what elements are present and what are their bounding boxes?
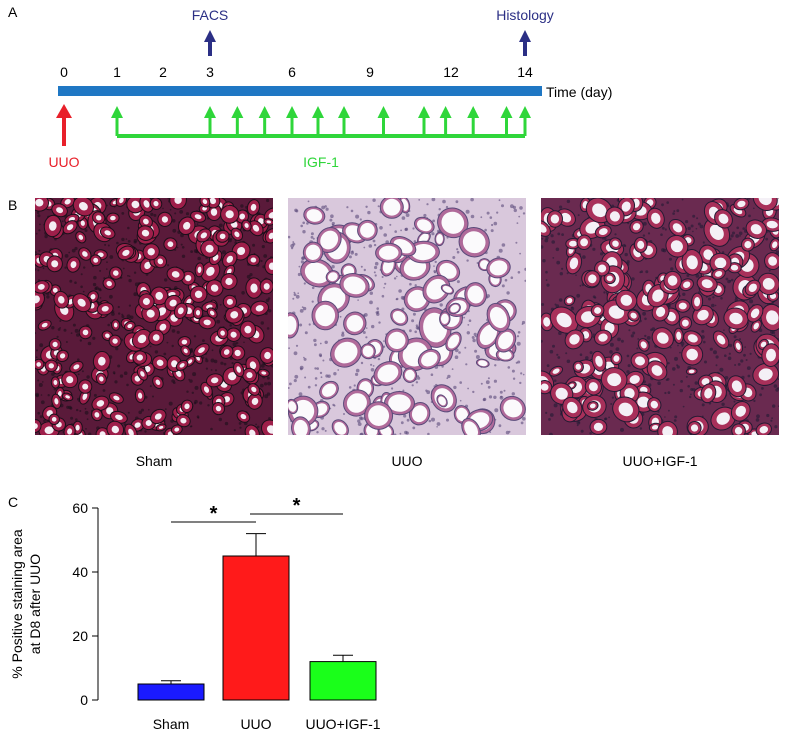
histology-image-uuo-igf1 <box>541 198 779 435</box>
significance-mark: * <box>293 495 301 517</box>
histology-image-uuo <box>288 198 526 435</box>
day-tick-label: 1 <box>113 64 121 80</box>
x-tick-label: UUO <box>240 716 271 732</box>
day-tick-label: 14 <box>517 64 533 80</box>
day-tick-label: 12 <box>443 64 459 80</box>
timeline-axis-label: Time (day) <box>546 84 612 100</box>
igf-dose-arrow-head <box>500 106 513 118</box>
bar-uuo <box>222 555 290 701</box>
panel-label-c: C <box>8 494 19 510</box>
igf-dose-arrow-head <box>312 106 324 118</box>
y-axis-label-line1: % Positive staining area <box>9 529 25 679</box>
y-tick-label: 0 <box>80 692 88 708</box>
day-tick-label: 2 <box>159 64 167 80</box>
igf-dose-arrow-head <box>418 106 430 118</box>
igf-dose-arrow-head <box>519 106 531 118</box>
event-arrow-head <box>204 30 216 42</box>
igf-dose-arrow-head <box>286 106 298 118</box>
x-tick-label: UUO+IGF-1 <box>305 716 380 732</box>
y-axis-label-line2: at D8 after UUO <box>27 554 43 654</box>
day-tick-label: 9 <box>366 64 374 80</box>
igf-dose-arrow-head <box>467 106 480 118</box>
panel-label-a: A <box>8 4 18 20</box>
igf-dose-arrow-head <box>377 106 390 118</box>
caption-sham: Sham <box>135 453 173 469</box>
igf-dose-arrow-head <box>439 106 452 118</box>
bar-chart: 0 20 40 60 % Positive staining area at D8 aft… <box>9 495 381 732</box>
x-tick-label: Sham <box>153 716 190 732</box>
bar-sham <box>137 683 205 701</box>
y-tick-label: 40 <box>72 564 88 580</box>
igf-dose-arrow-head <box>111 106 123 118</box>
significance-mark: * <box>210 503 218 525</box>
day-tick-label: 6 <box>288 64 296 80</box>
day-tick-label: 3 <box>206 64 214 80</box>
event-label: FACS <box>192 7 229 23</box>
uuo-label: UUO <box>48 154 79 170</box>
igf-dose-arrow-head <box>258 106 271 118</box>
caption-uuo-igf1: UUO+IGF-1 <box>622 453 698 469</box>
igf-dose-arrow-head <box>338 106 350 118</box>
y-tick-label: 20 <box>72 628 88 644</box>
y-tick-label: 60 <box>72 500 88 516</box>
day-tick-label: 0 <box>60 64 68 80</box>
igf-dose-arrow-head <box>231 106 244 118</box>
bar-uuo-igf-1 <box>309 661 377 701</box>
igf-dose-arrow-head <box>204 106 216 118</box>
panel-label-b: B <box>8 197 18 213</box>
uuo-arrow-head <box>56 104 72 118</box>
histology-image-sham <box>35 198 273 435</box>
caption-uuo: UUO <box>391 453 423 469</box>
event-label: Histology <box>496 7 554 23</box>
igf-label: IGF-1 <box>303 154 339 170</box>
timeline-bar <box>58 86 542 96</box>
event-arrow-head <box>519 30 531 42</box>
